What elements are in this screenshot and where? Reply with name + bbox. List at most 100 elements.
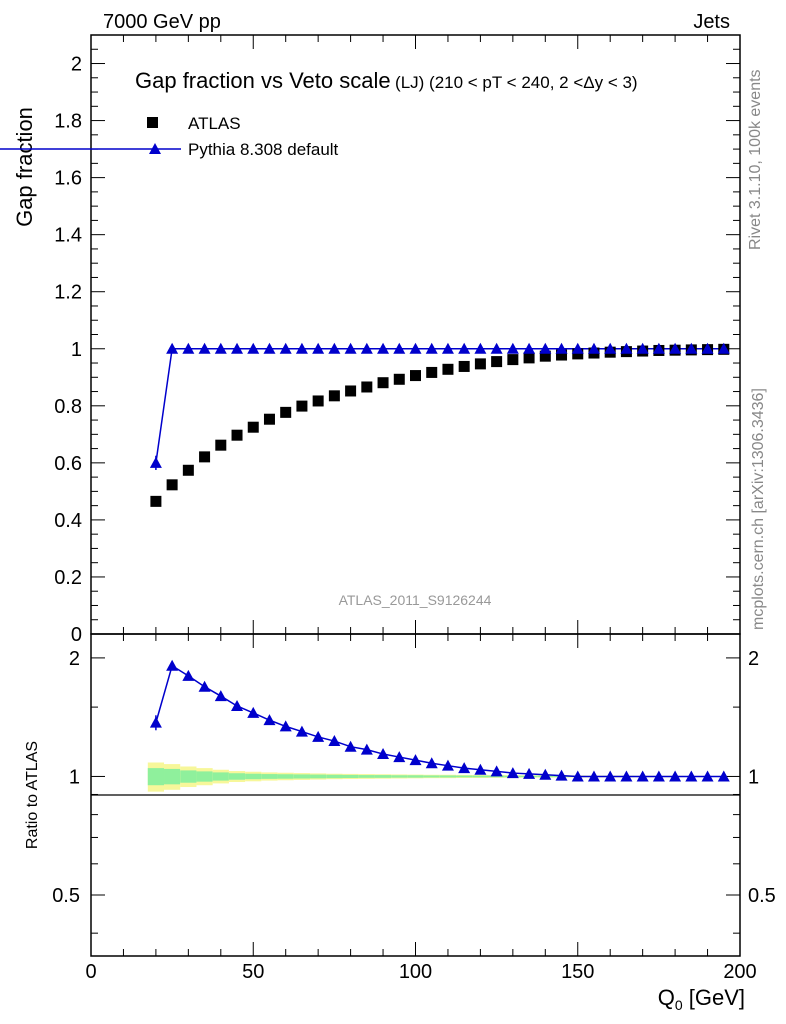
ratio-pythia-point	[377, 748, 390, 760]
x-axis-label-unit: [GeV]	[683, 985, 745, 1010]
ratio-y-tick-labels: 0.5 0.5 1 1 2 2	[52, 648, 776, 907]
ratio-pythia-point	[344, 740, 357, 752]
atlas-point	[491, 356, 503, 368]
pythia-point	[198, 342, 211, 354]
atlas-point	[556, 349, 568, 361]
atlas-point	[393, 373, 405, 385]
atlas-point	[523, 352, 535, 364]
band-inner-bin	[488, 775, 505, 778]
chart-title-sub: (LJ) (210 < pT < 240, 2 <Δy < 3)	[395, 73, 638, 92]
ratio-pythia-line	[155, 664, 724, 778]
atlas-point	[231, 429, 243, 441]
band-inner-bin	[293, 774, 311, 779]
main-series-group	[149, 342, 730, 507]
pythia-point	[214, 342, 227, 354]
ratio-pythia-point	[166, 659, 179, 671]
legend-pythia-label: Pythia 8.308 default	[188, 140, 339, 159]
ratio-pythia-point	[360, 743, 373, 755]
pythia-point	[409, 342, 422, 354]
band-inner-bin	[439, 775, 457, 778]
rivet-version-label: Rivet 3.1.10, 100k events	[747, 69, 764, 250]
ratio-pythia-point	[458, 762, 471, 774]
ratio-pythia-point	[393, 751, 406, 763]
pythia-line	[155, 348, 724, 463]
ratio-pythia-point	[571, 770, 584, 782]
band-inner-bin	[342, 774, 359, 778]
ratio-pythia-point	[490, 765, 503, 777]
pythia-point	[344, 342, 357, 354]
ratio-pythia-point	[587, 770, 600, 782]
band-inner-bin	[147, 768, 165, 786]
pythia-point	[620, 342, 633, 354]
pythia-point	[636, 342, 649, 354]
main-axis-ticks	[90, 34, 741, 635]
band-inner-bin	[196, 771, 213, 782]
band-inner-bin	[310, 774, 327, 779]
ratio-pythia-point	[441, 759, 454, 771]
band-inner-bin	[228, 773, 246, 780]
ratio-pythia-point	[231, 699, 244, 711]
ratio-pythia-point	[555, 769, 568, 781]
main-y-tick-label: 1.2	[54, 282, 82, 304]
band-inner-bin	[423, 775, 440, 778]
atlas-point	[458, 360, 470, 372]
chart-title: Gap fraction vs Veto scale (LJ) (210 < p…	[135, 68, 638, 93]
pythia-point	[669, 342, 682, 354]
pythia-point	[458, 342, 471, 354]
x-tick-label: 150	[561, 961, 594, 983]
atlas-point	[312, 395, 324, 407]
ratio-pythia-point	[279, 720, 292, 732]
atlas-point	[263, 413, 275, 425]
ratio-pythia-point	[604, 770, 617, 782]
analysis-label: ATLAS_2011_S9126244	[339, 592, 492, 608]
pythia-point	[523, 342, 536, 354]
pythia-point	[149, 456, 162, 468]
atlas-point	[247, 421, 259, 433]
ratio-pythia-point	[474, 763, 487, 775]
band-inner-bin	[472, 775, 489, 778]
atlas-point	[442, 363, 454, 375]
ratio-y-tick-label-right: 1	[748, 766, 759, 788]
chart-title-main: Gap fraction vs Veto scale	[135, 68, 391, 93]
x-tick-labels: 0 50 100 150 200	[85, 961, 756, 983]
pythia-point	[652, 342, 665, 354]
atlas-point	[539, 350, 551, 362]
ratio-pythia-point	[328, 735, 341, 747]
band-inner-bin	[391, 775, 408, 778]
atlas-point	[410, 370, 421, 382]
atlas-point	[182, 464, 194, 476]
legend-atlas-marker	[147, 117, 158, 128]
main-y-tick-labels: 0 0.2 0.4 0.6 0.8 1 1.2 1.4 1.6 1.8 2	[54, 54, 82, 646]
ratio-pythia-point	[247, 706, 260, 718]
band-inner-bin	[277, 774, 294, 779]
atlas-point	[426, 366, 438, 378]
pythia-point	[263, 342, 276, 354]
ratio-frame	[90, 633, 741, 957]
ratio-pythia-point	[717, 770, 730, 782]
atlas-point	[361, 381, 373, 393]
pythia-point	[328, 342, 341, 354]
x-tick-label: 100	[399, 961, 432, 983]
main-panel: 0 0.2 0.4 0.6 0.8 1 1.2 1.4 1.6 1.8 2 Gap fraction…	[0, 34, 741, 646]
atlas-point	[280, 406, 292, 418]
ratio-series-group	[149, 659, 730, 782]
band-inner-bin	[358, 775, 375, 778]
ratio-pythia-point	[652, 770, 665, 782]
ratio-pythia-point	[523, 767, 536, 779]
ratio-pythia-point	[669, 770, 682, 782]
x-axis-label-main: Q	[658, 985, 675, 1010]
main-y-axis-label: Gap fraction	[12, 107, 37, 227]
ratio-y-tick-label-right: 2	[748, 648, 759, 670]
x-axis-label: Q0 [GeV]	[658, 985, 745, 1013]
main-y-tick-label: 0.4	[54, 510, 82, 532]
ratio-pythia-point	[312, 730, 325, 742]
ratio-y-tick-label-left: 0.5	[52, 885, 80, 907]
pythia-point	[701, 342, 714, 354]
main-y-tick-label: 1.4	[54, 225, 82, 247]
ratio-pythia-point	[198, 680, 211, 692]
atlas-point	[328, 390, 340, 402]
main-y-tick-label: 1.6	[54, 168, 82, 190]
pythia-point	[182, 342, 195, 354]
